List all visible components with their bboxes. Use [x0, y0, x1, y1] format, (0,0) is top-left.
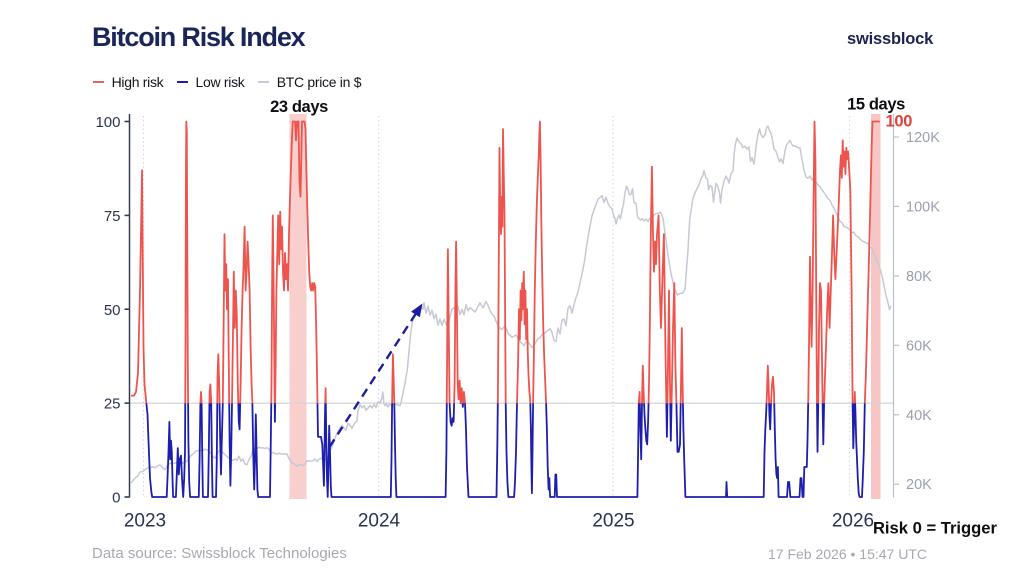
svg-text:100: 100 — [886, 113, 913, 131]
svg-text:120K: 120K — [906, 130, 940, 146]
svg-text:75: 75 — [104, 208, 121, 225]
svg-text:15 days: 15 days — [847, 96, 905, 114]
svg-text:60K: 60K — [906, 338, 932, 354]
svg-text:0: 0 — [112, 490, 120, 507]
svg-text:25: 25 — [104, 396, 121, 413]
svg-text:Risk 0 = Trigger: Risk 0 = Trigger — [873, 519, 998, 538]
svg-text:40K: 40K — [906, 408, 932, 424]
svg-text:23 days: 23 days — [270, 98, 328, 116]
svg-text:2025: 2025 — [592, 511, 634, 532]
svg-text:2026: 2026 — [832, 511, 874, 532]
svg-text:20K: 20K — [906, 477, 932, 493]
svg-text:2023: 2023 — [124, 511, 166, 532]
svg-text:100: 100 — [95, 114, 120, 131]
svg-text:80K: 80K — [906, 269, 932, 285]
svg-text:2024: 2024 — [358, 511, 401, 532]
svg-text:100K: 100K — [906, 199, 940, 215]
svg-text:50: 50 — [104, 302, 121, 319]
